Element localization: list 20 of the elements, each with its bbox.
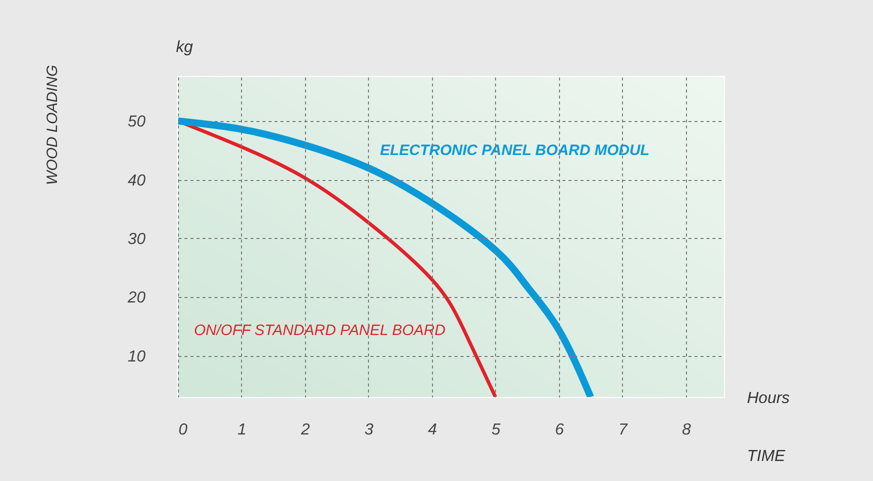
y-tick-label: 20 — [126, 290, 146, 307]
series-label: ELECTRONIC PANEL BOARD MODUL — [380, 142, 650, 159]
x-tick-label: 6 — [554, 422, 564, 438]
x-tick-label: 1 — [238, 422, 246, 438]
series-label: ON/OFF STANDARD PANEL BOARD — [194, 322, 446, 339]
y-axis-title: WOOD LOADING — [44, 64, 61, 185]
text: Hours — [747, 390, 790, 407]
x-tick-label: 3 — [364, 422, 374, 438]
x-tick-label: 8 — [682, 422, 691, 438]
x-tick-label: 2 — [300, 422, 310, 438]
text: kg — [176, 39, 193, 56]
x-tick-label: 7 — [618, 422, 628, 438]
x-tick-label: 5 — [491, 422, 500, 438]
y-tick-label: 40 — [128, 172, 146, 190]
y-tick-label: 50 — [128, 114, 146, 131]
x-tick-label: 4 — [428, 422, 437, 438]
x-tick-label: 0 — [178, 422, 188, 438]
y-tick-label: 10 — [128, 348, 146, 366]
x-axis-title: TIME — [747, 448, 786, 465]
y-tick-label: 30 — [128, 230, 146, 248]
